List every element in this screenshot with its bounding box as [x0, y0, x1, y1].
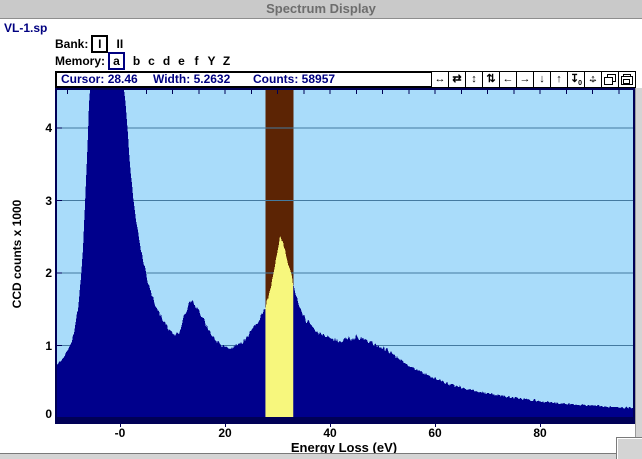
window-resize-grip[interactable]	[616, 437, 642, 459]
plot-toolbar: ↔ ⇄ ↕ ⇅ ← → ↓ ↑ ↧ 0 ↔ ↕	[431, 71, 636, 88]
memory-option-f[interactable]: f	[194, 53, 199, 68]
bank-options: I II	[90, 34, 127, 53]
x-tick-mark	[540, 424, 541, 427]
window-frame-right	[635, 88, 642, 453]
width-value: 5.2632	[193, 72, 231, 86]
bank-option-I[interactable]: I	[91, 34, 109, 53]
width-label: Width:	[153, 72, 191, 86]
x-tick-label--0: -0	[114, 426, 126, 440]
x-axis-title: Energy Loss (eV)	[290, 440, 398, 455]
copy-window-icon[interactable]	[601, 71, 619, 88]
spectrum-plot[interactable]	[55, 88, 635, 424]
y-tick-label-1: 1	[45, 338, 52, 353]
shift-down-icon[interactable]: ↓	[533, 71, 551, 88]
y-tick-label-0: 0	[45, 407, 52, 421]
memory-option-Z[interactable]: Z	[222, 53, 231, 68]
bank-option-II[interactable]: II	[116, 36, 124, 51]
y-tick-label-4: 4	[45, 121, 52, 135]
compress-horizontal-icon[interactable]: ⇄	[448, 71, 466, 88]
memory-option-Y[interactable]: Y	[207, 53, 216, 68]
x-tick-label-40: 40	[323, 426, 337, 440]
window-frame-bottom	[0, 453, 642, 459]
bank-row: Bank: I II	[55, 34, 127, 53]
x-tick-label-80: 80	[533, 426, 547, 440]
y-tick-label-3: 3	[45, 193, 52, 208]
cursor-label: Cursor:	[61, 72, 105, 86]
memory-label: Memory:	[55, 53, 106, 68]
pan-icon[interactable]: ↔ ↕	[584, 71, 602, 88]
x-tick-mark	[330, 424, 331, 427]
x-tick-label-20: 20	[218, 426, 232, 440]
shift-left-icon[interactable]: ←	[499, 71, 517, 88]
memory-option-a[interactable]: a	[108, 51, 126, 70]
shift-up-icon[interactable]: ↑	[550, 71, 568, 88]
memory-option-e[interactable]: e	[178, 53, 185, 68]
x-tick-label-60: 60	[428, 426, 442, 440]
compress-vertical-icon[interactable]: ⇅	[482, 71, 500, 88]
window-title[interactable]: Spectrum Display	[0, 0, 642, 19]
memory-option-c[interactable]: c	[148, 53, 155, 68]
spectrum-area	[57, 90, 633, 418]
counts-value: 58957	[301, 72, 336, 86]
y-tick-label-2: 2	[45, 266, 52, 280]
counts-readout: Counts: 58957	[253, 73, 335, 86]
x-tick-mark	[120, 424, 121, 427]
memory-option-d[interactable]: d	[162, 53, 171, 68]
file-name-label: VL-1.sp	[4, 21, 48, 35]
spectrum-svg[interactable]	[55, 88, 635, 424]
status-bar: Cursor: 28.46 Width: 5.2632 Counts: 5895…	[55, 71, 636, 88]
save-icon[interactable]	[618, 71, 636, 88]
expand-vertical-icon[interactable]: ↕	[465, 71, 483, 88]
x-tick-mark	[435, 424, 436, 427]
y-axis-title: CCD counts x 1000	[10, 199, 24, 309]
cursor-value: 28.46	[107, 72, 138, 86]
bank-label: Bank:	[55, 36, 89, 51]
counts-label: Counts:	[253, 72, 299, 86]
shift-right-icon[interactable]: →	[516, 71, 534, 88]
x-tick-mark	[225, 424, 226, 427]
expand-horizontal-icon[interactable]: ↔	[431, 71, 449, 88]
selection-highlighted-spectrum	[265, 235, 294, 418]
reset-to-zero-icon[interactable]: ↧ 0	[567, 71, 585, 88]
width-readout: Width: 5.2632	[153, 73, 230, 86]
memory-option-b[interactable]: b	[132, 53, 141, 68]
cursor-readout: Cursor: 28.46	[61, 73, 138, 86]
